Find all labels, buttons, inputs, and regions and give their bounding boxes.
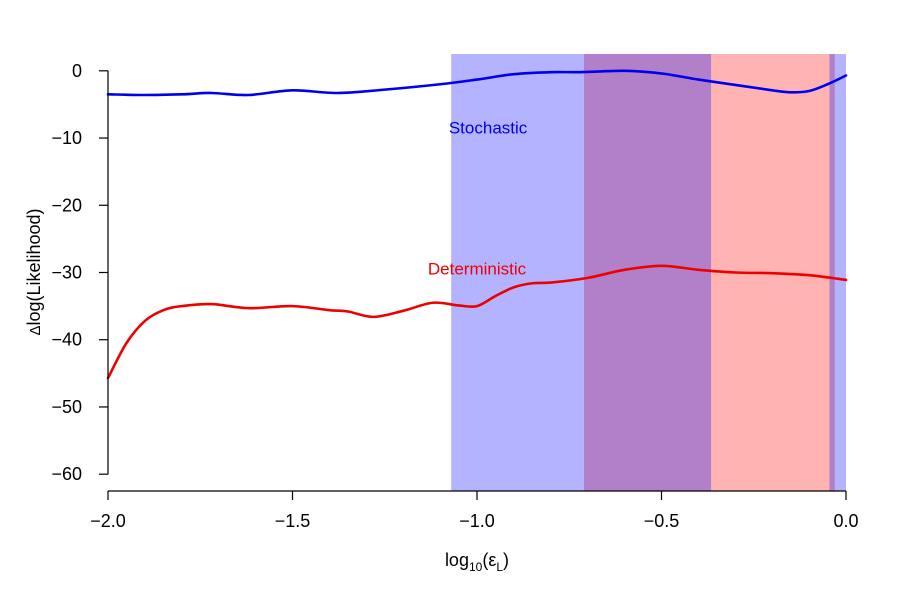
series-label-stochastic: Stochastic <box>449 118 528 137</box>
x-axis-title: log10(εL) <box>445 550 509 574</box>
axes: −2.0 −1.5 −1.0 −0.5 0.0 0 −10 −20 −30 −40 −50 −60 <box>51 61 858 531</box>
x-tick-label: −1.5 <box>275 511 311 531</box>
region-purple-thin <box>829 54 835 491</box>
series-line-deterministic <box>106 264 848 380</box>
x-tick-label: −2.0 <box>90 511 126 531</box>
region-blue <box>451 54 585 491</box>
series-label-deterministic: Deterministic <box>428 260 527 279</box>
y-tick-label: 0 <box>72 61 82 81</box>
y-tick-label: −20 <box>51 195 82 215</box>
x-tick-label: 0.0 <box>833 511 858 531</box>
y-tick-label: −10 <box>51 128 82 148</box>
shaded-regions <box>451 54 846 491</box>
y-tick-label: −60 <box>51 464 82 484</box>
x-tick-label: −1.0 <box>459 511 495 531</box>
series-line-stochastic <box>106 69 848 97</box>
y-axis-title: Δlog(Likelihood) <box>24 208 44 335</box>
series-lines <box>106 69 848 380</box>
y-tick-label: −30 <box>51 263 82 283</box>
x-tick-label: −0.5 <box>644 511 680 531</box>
y-tick-label: −50 <box>51 397 82 417</box>
region-purple <box>584 54 712 491</box>
region-blue-edge <box>834 54 846 491</box>
y-tick-label: −40 <box>51 330 82 350</box>
